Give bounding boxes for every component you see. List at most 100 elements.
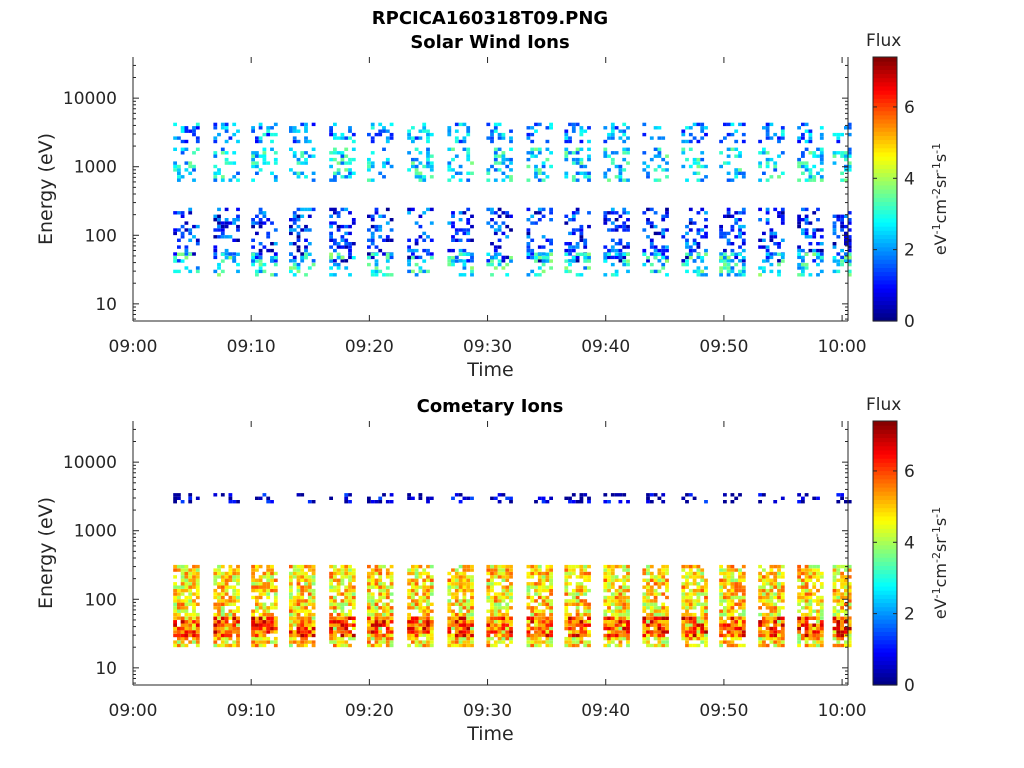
- data-cell: [351, 147, 356, 151]
- data-cell: [470, 630, 474, 634]
- data-cell: [177, 269, 181, 274]
- data-cell: [180, 609, 185, 613]
- data-cell: [614, 626, 619, 631]
- colorbar-segment: [873, 156, 897, 161]
- data-cell: [568, 640, 572, 644]
- data-cell: [296, 633, 301, 638]
- data-cell: [622, 157, 627, 162]
- data-cell: [622, 582, 627, 586]
- data-cell: [429, 592, 434, 596]
- data-cell: [505, 568, 510, 572]
- data-cell: [530, 147, 535, 151]
- data-cell: [700, 269, 705, 274]
- data-cell: [844, 578, 848, 582]
- data-cell: [262, 606, 267, 610]
- data-cell: [340, 575, 345, 579]
- data-cell: [217, 612, 221, 617]
- data-cell: [501, 616, 506, 620]
- data-cell: [501, 136, 506, 140]
- data-cell: [184, 575, 189, 579]
- data-cell: [537, 571, 542, 576]
- data-cell: [832, 599, 837, 603]
- data-cell: [730, 616, 735, 620]
- data-cell: [429, 602, 434, 606]
- colorbar-segment: [873, 135, 897, 141]
- data-cell: [819, 616, 824, 620]
- data-cell: [575, 585, 580, 589]
- data-cell: [466, 599, 471, 603]
- data-cell: [367, 157, 371, 162]
- data-cell: [646, 500, 650, 504]
- data-cell: [220, 269, 225, 274]
- data-cell: [217, 273, 221, 277]
- data-cell: [493, 161, 498, 165]
- data-cell: [311, 500, 316, 504]
- data-cell: [801, 207, 805, 212]
- data-cell: [505, 571, 510, 576]
- data-cell: [579, 238, 584, 242]
- data-cell: [378, 636, 383, 641]
- data-cell: [603, 626, 608, 631]
- data-cell: [195, 592, 200, 596]
- data-cell: [466, 129, 471, 133]
- data-cell: [549, 643, 553, 648]
- data-cell: [583, 256, 588, 260]
- data-cell: [769, 640, 774, 644]
- data-cell: [819, 235, 824, 239]
- data-cell: [622, 147, 627, 151]
- data-cell: [292, 616, 297, 620]
- data-cell: [367, 168, 371, 172]
- data-cell: [688, 599, 693, 603]
- data-cell: [765, 157, 770, 162]
- data-cell: [266, 585, 271, 589]
- data-cell: [579, 252, 584, 256]
- data-cell: [344, 242, 349, 246]
- data-cell: [734, 218, 739, 222]
- data-cell: [832, 214, 837, 218]
- data-cell: [344, 245, 349, 249]
- data-cell: [530, 132, 535, 137]
- data-cell: [545, 630, 550, 634]
- data-cell: [486, 640, 491, 644]
- data-cell: [426, 571, 430, 576]
- data-cell: [579, 224, 584, 229]
- data-cell: [657, 582, 662, 586]
- data-cell: [304, 122, 308, 127]
- data-cell: [184, 245, 189, 249]
- data-cell: [344, 154, 349, 158]
- data-cell: [407, 207, 411, 212]
- data-cell: [462, 585, 467, 589]
- data-cell: [571, 568, 576, 572]
- data-cell: [579, 564, 584, 569]
- data-cell: [568, 262, 572, 267]
- data-cell: [734, 175, 739, 179]
- data-cell: [688, 147, 693, 151]
- data-cell: [646, 599, 650, 603]
- data-cell: [758, 151, 762, 155]
- data-cell: [451, 575, 455, 579]
- data-cell: [734, 630, 739, 634]
- data-cell: [583, 259, 588, 263]
- data-cell: [333, 643, 337, 648]
- data-cell: [486, 262, 491, 267]
- data-cell: [626, 252, 630, 256]
- data-cell: [610, 211, 615, 215]
- data-cell: [501, 606, 506, 610]
- data-cell: [374, 640, 379, 644]
- y-tick-label: 10000: [63, 89, 117, 109]
- data-cell: [292, 259, 297, 263]
- data-cell: [607, 218, 611, 222]
- data-cell: [224, 612, 229, 617]
- data-cell: [389, 626, 394, 631]
- data-cell: [734, 568, 739, 572]
- data-cell: [579, 164, 584, 169]
- data-cell: [451, 643, 455, 648]
- data-cell: [217, 575, 221, 579]
- data-cell: [758, 500, 762, 504]
- data-cell: [382, 620, 386, 624]
- data-cell: [224, 218, 229, 222]
- data-cell: [414, 588, 419, 593]
- data-cell: [719, 568, 723, 572]
- data-cell: [607, 640, 611, 644]
- data-cell: [610, 262, 615, 267]
